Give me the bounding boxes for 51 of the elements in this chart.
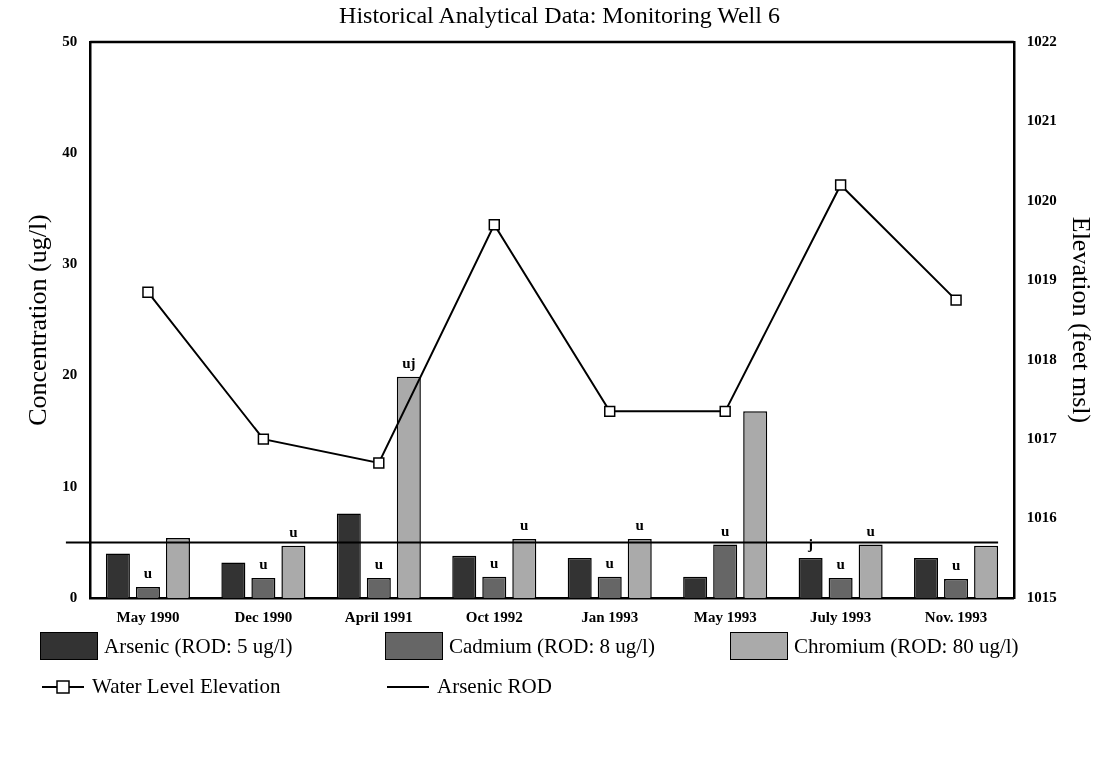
data-label: u (289, 524, 298, 541)
y2-tick-label: 1016 (1026, 509, 1058, 526)
y2-tick-label: 1019 (1026, 271, 1057, 288)
legend-label: Arsenic (ROD: 5 ug/l) (104, 633, 293, 659)
legend-label: Water Level Elevation (92, 674, 281, 699)
data-label: u (635, 517, 644, 534)
x-tick-label: April 1991 (344, 608, 413, 625)
point (142, 286, 154, 298)
data-label: u (836, 556, 845, 573)
y2-tick-label: 1017 (1026, 430, 1058, 447)
chart-title: Historical Analytical Data: Monitoring Well 6 (338, 2, 781, 29)
y2-tick-label: 1020 (1026, 191, 1057, 208)
data-label: u (721, 523, 730, 539)
data-label: uj (402, 355, 416, 372)
point (834, 179, 847, 191)
y2-tick-label: 1015 (1026, 588, 1057, 605)
data-label: u (490, 555, 499, 572)
y2-tick-label: 1022 (1026, 32, 1057, 49)
point (373, 457, 385, 469)
data-label: u (374, 556, 383, 573)
point (257, 433, 270, 445)
y2-tick-label: 1021 (1026, 112, 1057, 129)
legend-label: Chromium (ROD: 80 ug/l) (794, 633, 1019, 659)
x-tick-label: Jan 1993 (581, 608, 639, 625)
y-tick-label: 0 (69, 588, 78, 605)
data-label: u (605, 555, 614, 572)
x-tick-label: July 1993 (809, 608, 872, 625)
data-label: u (951, 557, 961, 574)
y-tick-label: 40 (62, 144, 78, 161)
y-tick-label: 50 (62, 32, 78, 49)
point (719, 405, 731, 418)
point (950, 294, 962, 306)
x-tick-label: Nov. 1993 (924, 608, 988, 625)
x-tick-label: Dec 1990 (234, 608, 293, 625)
point (488, 218, 500, 231)
y-axis-title: Concentration (ug/l) (23, 214, 53, 426)
y-tick-label: 10 (62, 477, 78, 494)
x-tick-label: May 1993 (693, 608, 757, 625)
legend-label: Arsenic ROD (437, 674, 552, 699)
y-tick-label: 30 (62, 255, 78, 272)
data-label: u (520, 517, 529, 534)
y-tick-label: 20 (62, 366, 78, 383)
x-tick-label: Oct 1992 (465, 608, 523, 625)
legend-label: Cadmium (ROD: 8 ug/l) (449, 633, 655, 659)
y2-axis-title: Elevation (feet msl) (1066, 216, 1096, 424)
point (604, 405, 616, 418)
x-tick-label: May 1990 (116, 608, 180, 625)
data-label: u (259, 556, 268, 573)
y2-tick-label: 1018 (1026, 350, 1057, 367)
data-label: u (143, 565, 153, 582)
data-label: u (866, 523, 875, 539)
